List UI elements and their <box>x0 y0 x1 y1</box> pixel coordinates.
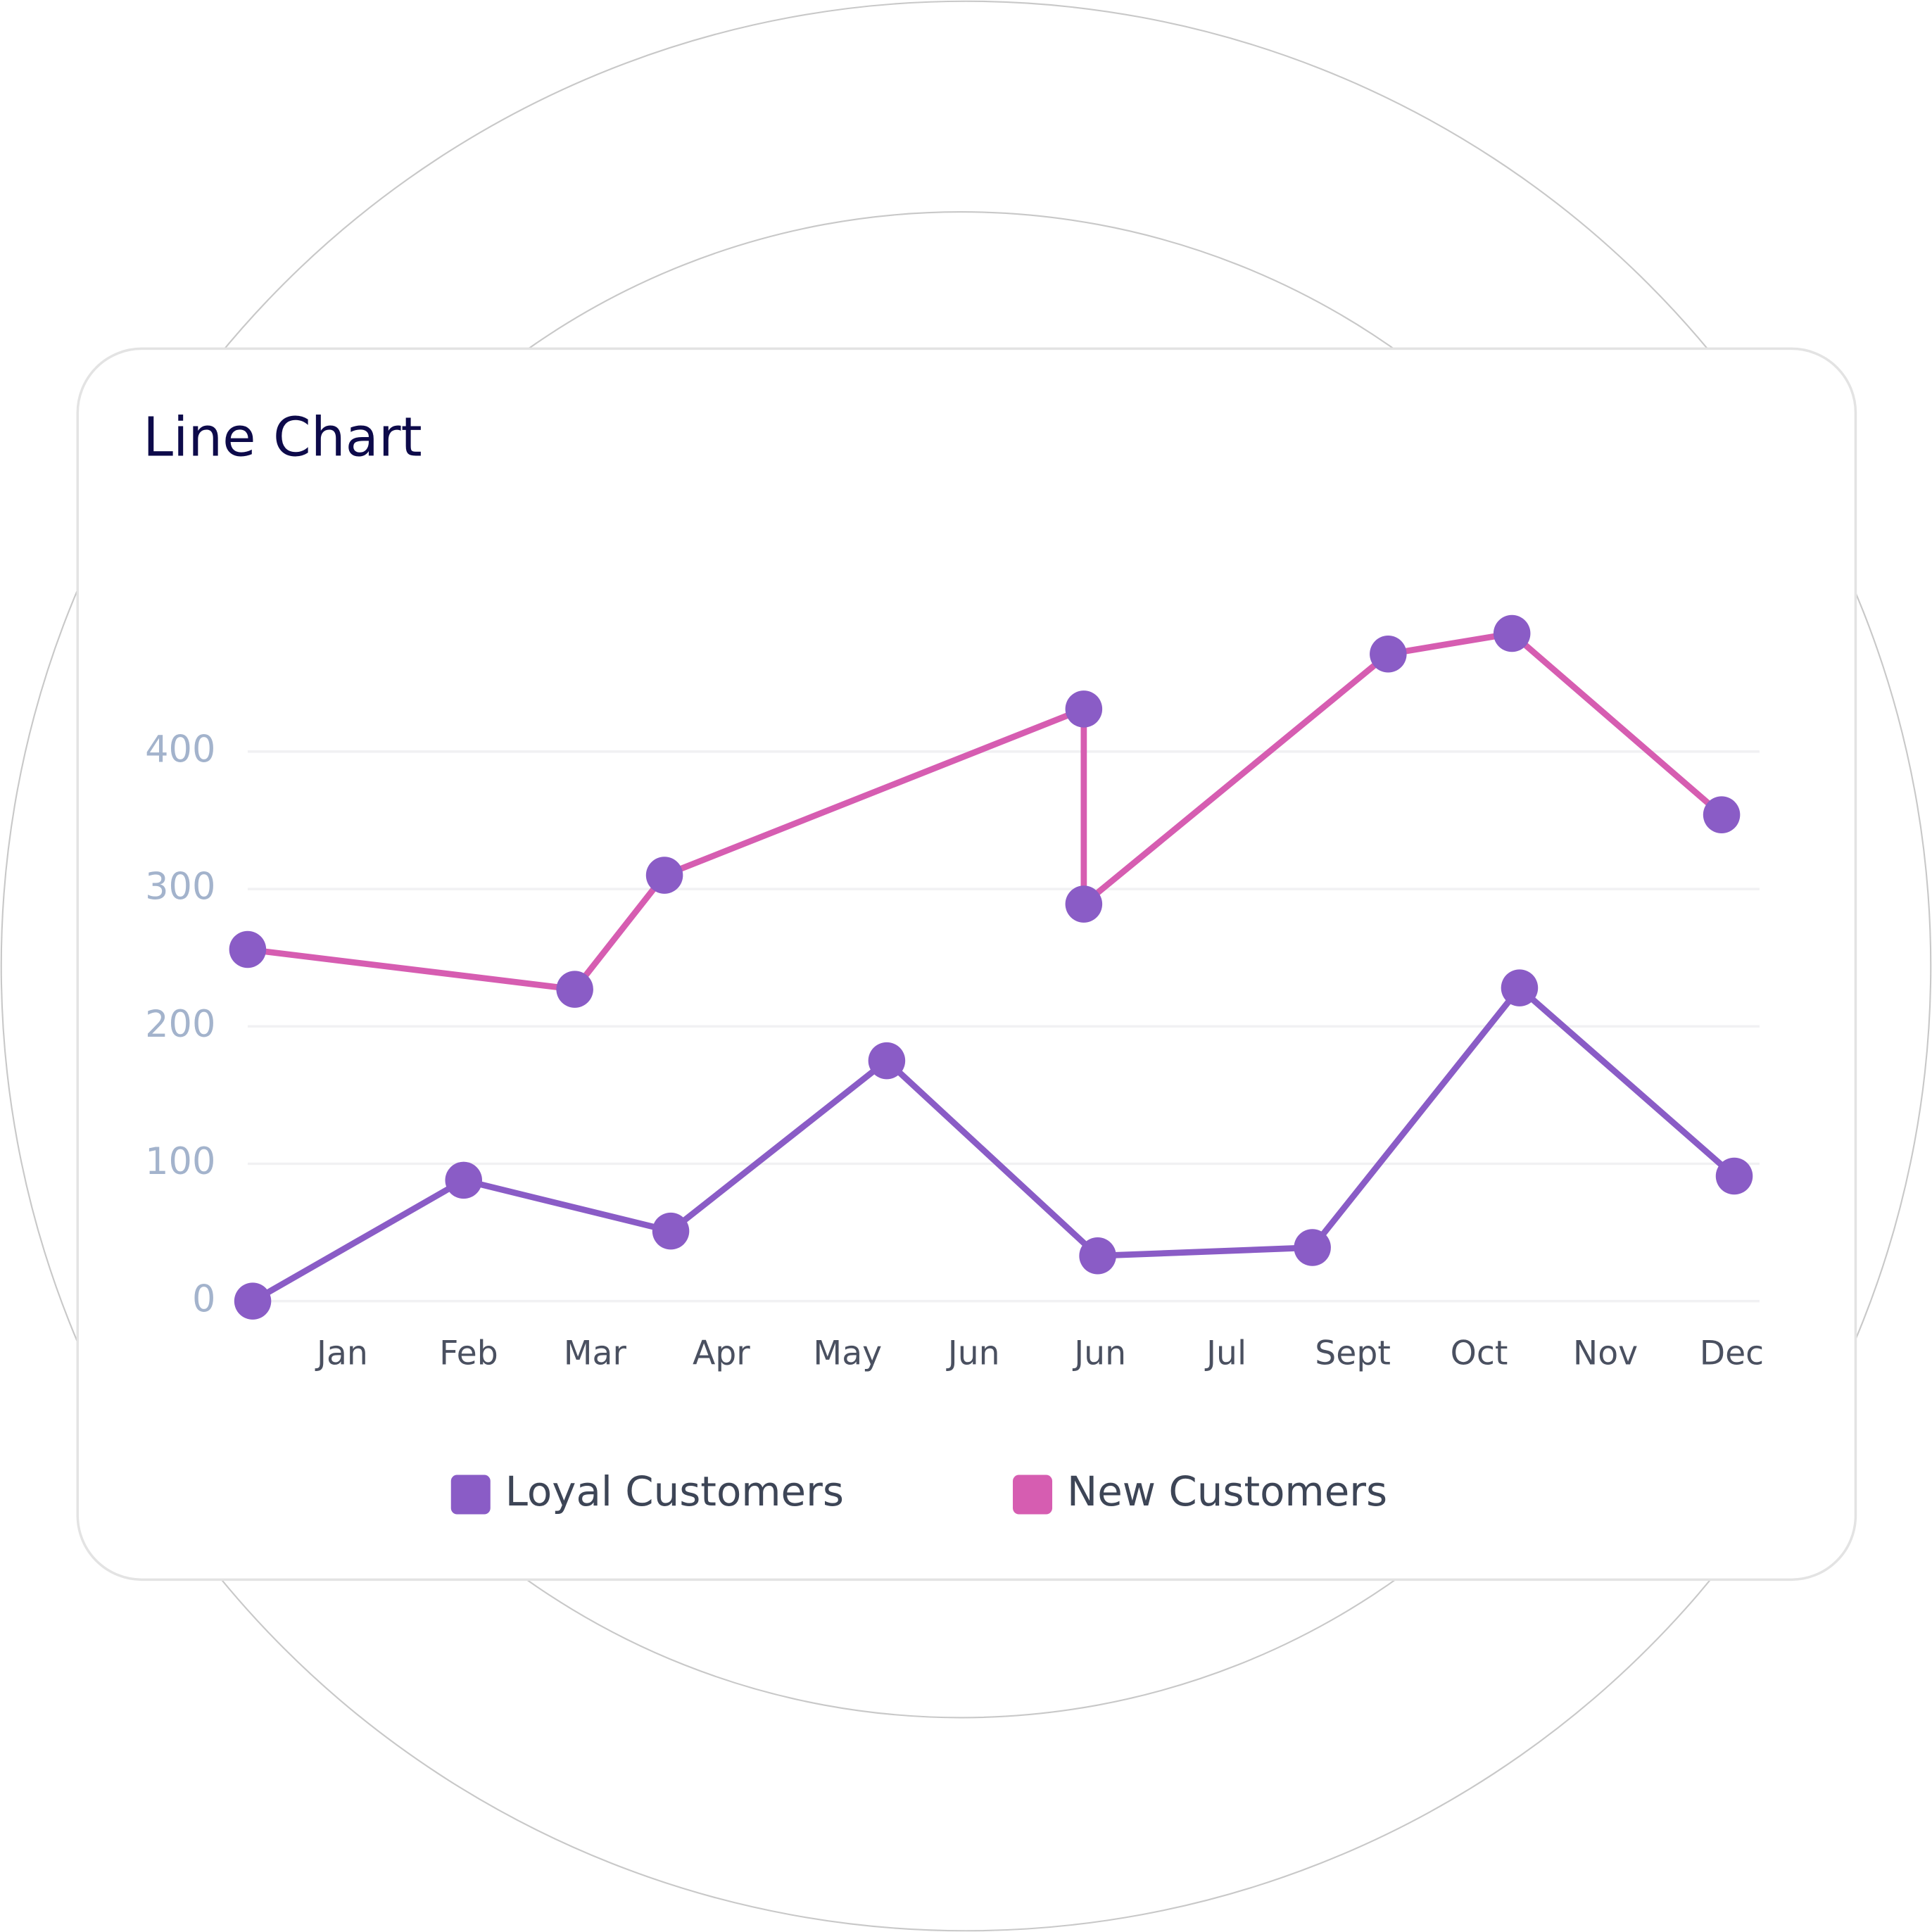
chart-title: Line Chart <box>143 407 422 469</box>
legend-label: Loyal Customers <box>505 1467 844 1515</box>
x-tick-label: Nov <box>1573 1334 1638 1373</box>
plot: 0 100 200 300 400 Jan Feb Mar Apr May Jun Jun Jul Sep… <box>145 614 1764 1515</box>
data-point <box>1715 1157 1753 1195</box>
data-point <box>1493 614 1531 652</box>
data-point <box>1703 796 1741 833</box>
data-point <box>868 1042 906 1080</box>
x-tick-label: Feb <box>439 1334 498 1373</box>
x-tick-label: Jan <box>315 1334 368 1373</box>
data-point <box>1370 636 1407 673</box>
x-tick-label: Apr <box>693 1334 750 1373</box>
x-tick-label: Jun <box>1072 1334 1126 1373</box>
data-point <box>1065 885 1103 923</box>
legend-swatch <box>1013 1475 1053 1515</box>
series-line <box>251 985 1736 1304</box>
y-tick-label: 400 <box>145 728 215 771</box>
x-tick-label: Mar <box>564 1334 627 1373</box>
data-point <box>1501 969 1539 1006</box>
data-point <box>1079 1237 1116 1275</box>
x-tick-label: Jun <box>946 1334 1000 1373</box>
data-point <box>556 971 593 1008</box>
x-tick-label: Jul <box>1204 1334 1246 1373</box>
data-point <box>645 857 683 894</box>
y-tick-label: 200 <box>145 1003 215 1046</box>
data-point <box>1065 690 1103 728</box>
x-tick-label: May <box>813 1334 882 1373</box>
data-point <box>234 1282 272 1320</box>
x-tick-label: Sept <box>1315 1334 1391 1373</box>
data-point <box>1294 1229 1331 1266</box>
legend-label: New Customers <box>1067 1467 1387 1515</box>
data-point <box>445 1161 482 1199</box>
data-point <box>229 930 267 968</box>
y-tick-label: 300 <box>145 866 215 909</box>
series-line <box>247 630 1724 992</box>
legend-swatch <box>450 1475 491 1515</box>
y-tick-label: 100 <box>145 1140 215 1183</box>
data-point <box>652 1212 690 1250</box>
x-tick-label: Dec <box>1700 1334 1764 1373</box>
y-tick-label: 0 <box>192 1277 215 1320</box>
x-tick-label: Oct <box>1451 1334 1508 1373</box>
card <box>76 347 1857 1581</box>
